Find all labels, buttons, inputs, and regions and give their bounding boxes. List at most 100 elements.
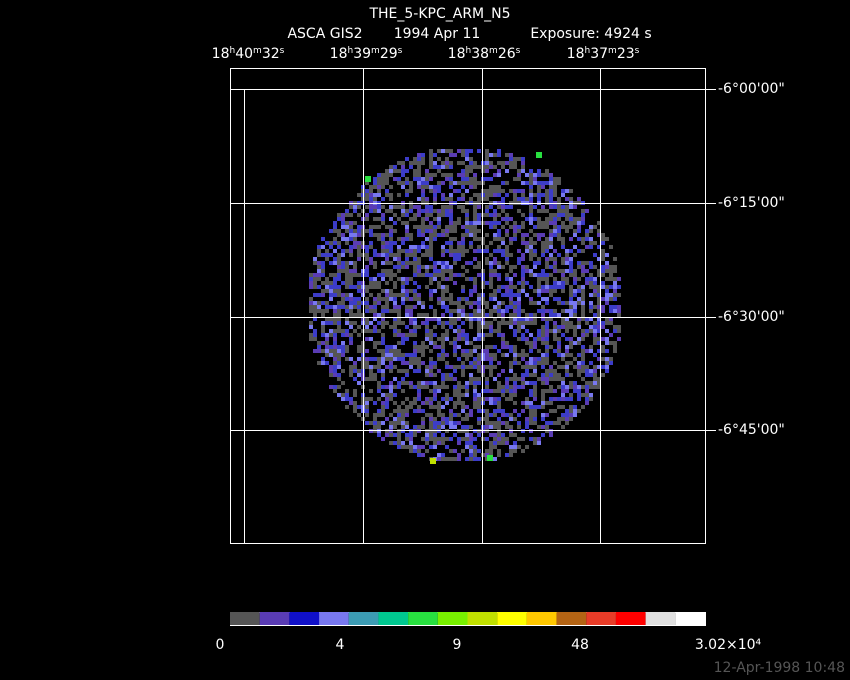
pixel [577,285,581,289]
pixel [465,353,469,357]
pixel [541,233,545,237]
pixel [577,321,581,325]
pixel [509,225,513,229]
pixel [421,425,425,429]
pixel [469,301,473,305]
pixel [373,309,377,313]
pixel [417,409,421,413]
pixel [557,181,561,185]
pixel [461,241,465,245]
pixel [349,225,353,229]
pixel [405,309,409,313]
pixel [537,277,541,281]
pixel [381,421,385,425]
pixel [381,361,385,365]
pixel [373,341,377,345]
pixel [449,457,453,461]
pixel [557,349,561,353]
pixel [553,265,557,269]
pixel [577,197,581,201]
pixel [569,205,573,209]
pixel [425,229,429,233]
pixel [589,273,593,277]
pixel [397,385,401,389]
pixel [385,357,389,361]
pixel [517,305,521,309]
pixel [597,269,601,273]
pixel [433,397,437,401]
pixel [341,353,345,357]
pixel [561,213,565,217]
pixel [393,377,397,381]
pixel [437,213,441,217]
pixel [385,209,389,213]
pixel [509,365,513,369]
pixel [441,249,445,253]
pixel [401,321,405,325]
pixel [497,433,501,437]
pixel [493,261,497,265]
pixel [537,301,541,305]
pixel [389,393,393,397]
pixel [389,309,393,313]
pixel [397,405,401,409]
pixel [393,317,397,321]
pixel [461,425,465,429]
pixel [365,269,369,273]
pixel [373,325,377,329]
pixel [445,225,449,229]
pixel [389,353,393,357]
pixel [425,433,429,437]
pixel [525,421,529,425]
pixel [353,301,357,305]
pixel [381,349,385,353]
pixel [389,397,393,401]
pixel [445,161,449,165]
pixel [581,349,585,353]
pixel [433,373,437,377]
pixel [577,385,581,389]
pixel [585,317,589,321]
pixel [473,289,477,293]
pixel [489,225,493,229]
pixel [397,341,401,345]
pixel [449,425,453,429]
pixel [445,173,449,177]
pixel [345,321,349,325]
pixel [541,181,545,185]
pixel [493,421,497,425]
pixel [521,353,525,357]
pixel [321,341,325,345]
pixel [437,353,441,357]
pixel [505,381,509,385]
pixel [357,313,361,317]
pixel [525,353,529,357]
pixel [365,249,369,253]
pixel [429,357,433,361]
pixel [485,149,489,153]
pixel [381,393,385,397]
pixel [545,217,549,221]
pixel [541,221,545,225]
pixel [465,389,469,393]
pixel [409,433,413,437]
pixel [437,281,441,285]
pixel [457,313,461,317]
pixel [433,265,437,269]
pixel [405,381,409,385]
pixel [513,161,517,165]
pixel [581,345,585,349]
pixel [357,213,361,217]
pixel [425,209,429,213]
pixel [477,397,481,401]
pixel [473,221,477,225]
pixel [521,157,525,161]
pixel [441,313,445,317]
pixel [401,209,405,213]
pixel [533,205,537,209]
pixel [513,177,517,181]
pixel [333,313,337,317]
pixel [333,293,337,297]
pixel [405,369,409,373]
pixel [581,241,585,245]
